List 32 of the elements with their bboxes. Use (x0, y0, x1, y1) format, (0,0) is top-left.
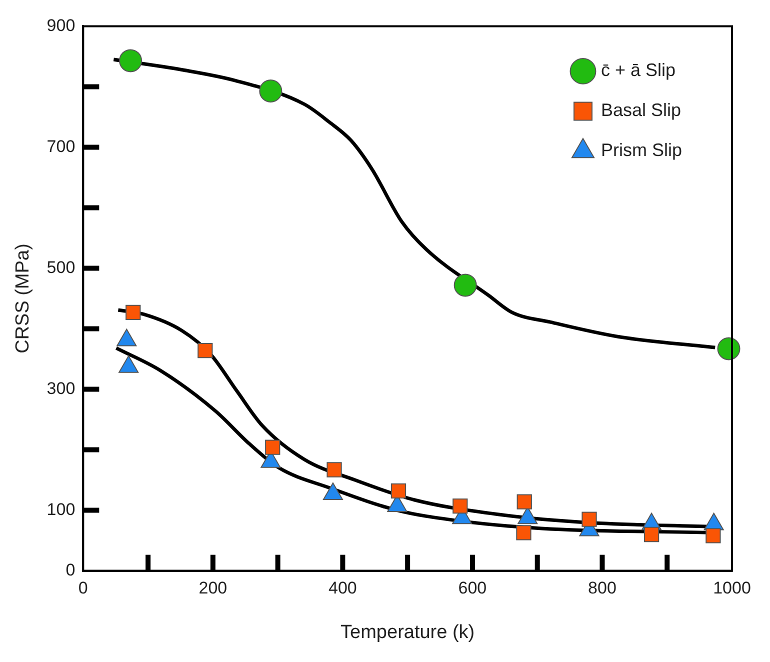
point (644, 526, 660, 542)
point (259, 79, 282, 102)
legend-label: c̄ + ā Slip (600, 60, 676, 80)
point (326, 462, 342, 478)
x-tick-label: 0 (78, 578, 88, 598)
legend-label: Prism Slip (600, 140, 682, 160)
x-tick-label: 200 (198, 578, 228, 598)
x-axis-title: Temperature (k) (340, 622, 475, 643)
y-tick-label: 0 (66, 560, 76, 580)
point (516, 494, 532, 510)
x-tick-label: 800 (588, 578, 616, 598)
y-tick-label: 300 (46, 378, 76, 398)
point (452, 498, 468, 514)
line-series (112, 58, 717, 350)
y-tick-label: 900 (46, 16, 76, 35)
point (265, 440, 280, 455)
y-tick-label: 700 (46, 136, 76, 156)
x-tick-label: 600 (458, 578, 487, 598)
point (582, 512, 597, 527)
point (390, 483, 406, 498)
point (119, 49, 142, 72)
point (126, 304, 141, 320)
point (198, 342, 213, 358)
y-axis-title: CRSS (MPa) (12, 244, 34, 354)
point (706, 528, 721, 544)
point (454, 274, 477, 297)
point (516, 525, 532, 540)
legend-label: Basal Slip (600, 100, 682, 120)
x-tick-label: 1000 (713, 578, 751, 598)
y-tick-label: 100 (46, 500, 76, 519)
y-tick-label: 500 (46, 258, 76, 277)
x-tick-label: 400 (328, 578, 357, 598)
